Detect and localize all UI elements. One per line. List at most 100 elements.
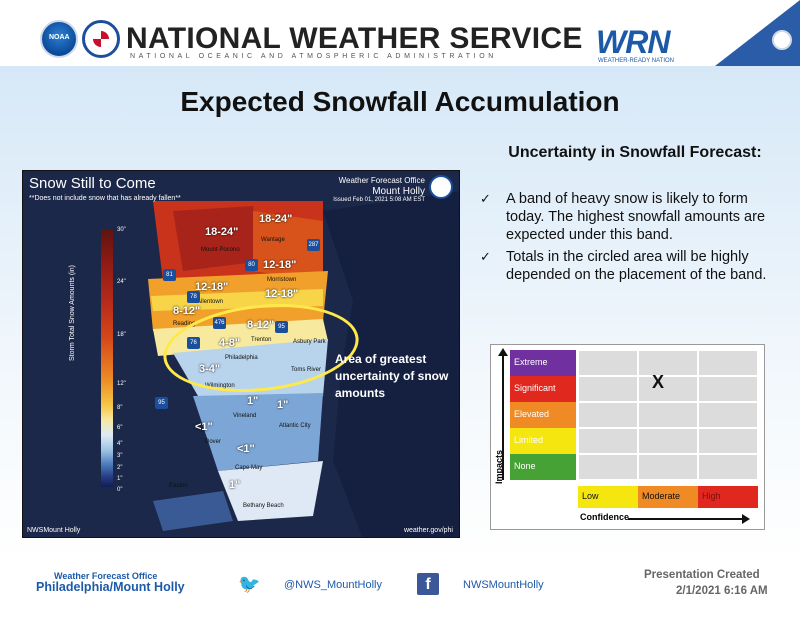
highway-shield-icon: 95 bbox=[155, 397, 168, 409]
matrix-marker: X bbox=[652, 372, 665, 392]
map-social: NWSMount Holly bbox=[27, 527, 81, 534]
confidence-moderate: Moderate bbox=[638, 486, 698, 508]
scale-tick: 6" bbox=[117, 425, 123, 431]
matrix-cell bbox=[578, 350, 638, 376]
amount-label: 1" bbox=[229, 479, 241, 491]
uncertainty-bullets: A band of heavy snow is likely to form t… bbox=[478, 190, 778, 288]
uncertainty-title: Uncertainty in Snowfall Forecast: bbox=[508, 144, 762, 161]
amount-label: <1" bbox=[237, 443, 255, 455]
amount-label: 8-12" bbox=[173, 305, 201, 317]
map-issued: Issued Feb 01, 2021 5:08 AM EST bbox=[333, 197, 425, 203]
matrix-cell bbox=[578, 376, 638, 402]
city-label: Mount Pocono bbox=[201, 247, 240, 253]
matrix-cell bbox=[698, 428, 758, 454]
twitter-handle-link[interactable]: @NWS_MountHolly bbox=[284, 579, 382, 591]
footer bbox=[0, 560, 800, 618]
amount-label: 18-24" bbox=[205, 226, 239, 238]
matrix-cell bbox=[578, 454, 638, 480]
amount-label: 12-18" bbox=[263, 259, 297, 271]
map-office-name: Mount Holly bbox=[372, 186, 425, 197]
scale-tick: 4" bbox=[117, 441, 123, 447]
impact-significant: Significant bbox=[510, 376, 576, 402]
city-label: Wantage bbox=[261, 237, 285, 243]
presentation-created-date: 2/1/2021 6:16 AM bbox=[676, 585, 768, 597]
amount-label: 12-18" bbox=[195, 281, 229, 293]
scale-tick: 0" bbox=[117, 487, 123, 493]
header: NATIONAL WEATHER SERVICE NATIONAL OCEANI… bbox=[0, 0, 800, 66]
city-label: Reading bbox=[173, 321, 196, 327]
amount-label: 4-8" bbox=[219, 337, 241, 349]
highway-shield-icon: 80 bbox=[245, 259, 258, 271]
amount-label: 12-18" bbox=[265, 288, 299, 300]
uncertainty-annotation: Area of greatest uncertainty of snow amo… bbox=[335, 352, 449, 400]
impact-limited: Limited bbox=[510, 428, 576, 454]
matrix-cell bbox=[578, 402, 638, 428]
city-label: Allentown bbox=[197, 299, 224, 305]
matrix-cell bbox=[698, 454, 758, 480]
matrix-cell bbox=[638, 454, 698, 480]
impact-extreme: Extreme bbox=[510, 350, 576, 376]
footer-office-name: Philadelphia/Mount Holly bbox=[36, 580, 185, 594]
presentation-created-label: Presentation Created bbox=[644, 569, 760, 581]
map-url: weather.gov/phi bbox=[403, 527, 453, 534]
matrix-cell bbox=[638, 376, 698, 402]
matrix-cell bbox=[698, 350, 758, 376]
matrix-cell bbox=[578, 428, 638, 454]
scale-tick: 2" bbox=[117, 465, 123, 471]
highway-shield-icon: 476 bbox=[213, 317, 226, 329]
scale-tick: 1" bbox=[117, 476, 123, 482]
city-label: Dover bbox=[205, 439, 222, 445]
twitter-icon[interactable]: 🐦 bbox=[238, 574, 261, 594]
highway-shield-icon: 76 bbox=[187, 337, 200, 349]
amount-label: 8-12" bbox=[247, 319, 275, 331]
scale-bar bbox=[101, 229, 113, 487]
agency-title: NATIONAL WEATHER SERVICE bbox=[126, 22, 583, 55]
nws-logo-icon bbox=[82, 20, 120, 58]
city-label: Atlantic City bbox=[279, 423, 311, 429]
scale-tick: 18" bbox=[117, 332, 126, 338]
confidence-low: Low bbox=[578, 486, 638, 508]
amount-label: 1" bbox=[277, 399, 289, 411]
scale-tick: 12" bbox=[117, 381, 126, 387]
city-label: Easton bbox=[169, 483, 188, 489]
scale-tick: 3" bbox=[117, 453, 123, 459]
facebook-handle-link[interactable]: NWSMountHolly bbox=[463, 579, 544, 591]
slide-title: Expected Snowfall Accumulation bbox=[180, 86, 620, 117]
highway-shield-icon: 78 bbox=[187, 291, 200, 303]
map-note: **Does not include snow that has already… bbox=[29, 195, 181, 202]
matrix-cell bbox=[698, 376, 758, 402]
amount-label: 18-24" bbox=[259, 213, 293, 225]
confidence-axis-label: Confidence bbox=[580, 512, 630, 522]
highway-shield-icon: 81 bbox=[163, 269, 176, 281]
footer-office-label: Weather Forecast Office bbox=[54, 571, 158, 581]
agency-subtitle: NATIONAL OCEANIC AND ATMOSPHERIC ADMINIS… bbox=[130, 53, 497, 60]
doc-seal-icon bbox=[772, 30, 792, 50]
noaa-logo-icon bbox=[40, 20, 78, 58]
snowfall-map: Snow Still to Come **Does not include sn… bbox=[22, 170, 460, 538]
impact-none: None bbox=[510, 454, 576, 480]
confidence-high: High bbox=[698, 486, 758, 508]
amount-label: 1" bbox=[247, 395, 259, 407]
scale-tick: 24" bbox=[117, 279, 126, 285]
city-label: Cape May bbox=[235, 465, 263, 471]
facebook-icon[interactable]: f bbox=[417, 573, 439, 595]
amount-label: <1" bbox=[195, 421, 213, 433]
scale-tick: 30" bbox=[117, 227, 126, 233]
wrn-logo: WRN bbox=[596, 24, 670, 60]
wrn-tagline: WEATHER-READY NATION bbox=[598, 58, 675, 64]
city-label: Asbury Park bbox=[293, 339, 326, 345]
scale-label: Storm Total Snow Amounts (in) bbox=[69, 265, 76, 361]
map-title: Snow Still to Come bbox=[29, 175, 156, 192]
highway-shield-icon: 95 bbox=[275, 321, 288, 333]
matrix-cell bbox=[698, 402, 758, 428]
map-office-block: Weather Forecast Office Mount Holly bbox=[339, 175, 425, 197]
map-nws-logo-icon bbox=[429, 175, 453, 199]
highway-shield-icon: 287 bbox=[307, 239, 320, 251]
map-terrain bbox=[23, 171, 459, 537]
amount-label: 3-4" bbox=[199, 363, 221, 375]
city-label: Vineland bbox=[233, 413, 257, 419]
map-office-label: Weather Forecast Office bbox=[338, 176, 425, 185]
matrix-cell bbox=[638, 402, 698, 428]
matrix-cell bbox=[638, 350, 698, 376]
city-label: Morristown bbox=[267, 277, 297, 283]
